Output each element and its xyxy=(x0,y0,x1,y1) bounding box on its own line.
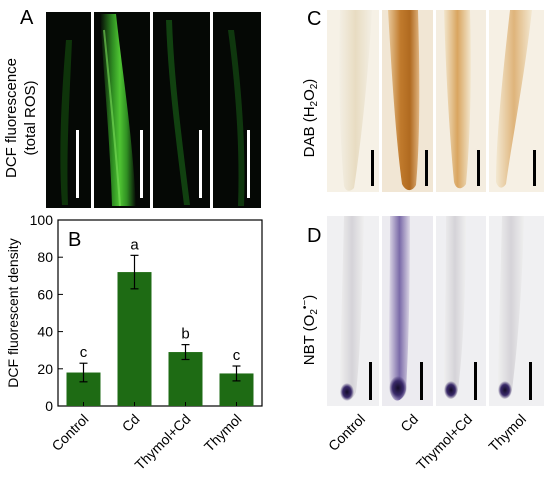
y-tick-label: 80 xyxy=(37,249,53,265)
panel-d-x-label: Control xyxy=(325,411,368,454)
fluor-image-thymol xyxy=(213,12,261,208)
bars xyxy=(66,272,254,406)
nbt-image-cd xyxy=(382,216,433,406)
error-bars xyxy=(79,254,241,383)
fluor-image-cd xyxy=(94,12,150,208)
x-tick-label: Thymol+Cd xyxy=(131,411,193,473)
fluor-image-thymol-cd xyxy=(153,12,210,208)
panel-a: A DCF fluorescence (total ROS) xyxy=(3,7,261,208)
nbt-image-thymol xyxy=(489,216,544,406)
scale-bar xyxy=(199,130,202,198)
nbt-image-control xyxy=(327,216,379,406)
error-bar xyxy=(130,254,139,290)
scale-bar xyxy=(474,362,477,400)
panel-d-x-label: Thymol xyxy=(485,411,529,455)
y-tick-label: 40 xyxy=(37,324,53,340)
scale-bar xyxy=(140,130,143,198)
scale-bar xyxy=(477,150,480,186)
y-tick-label: 20 xyxy=(37,361,53,377)
dab-image-cd xyxy=(382,10,433,192)
scale-bar xyxy=(76,130,79,198)
plot-frame xyxy=(57,219,263,407)
scale-bar xyxy=(533,150,536,186)
bar-cd xyxy=(117,272,152,406)
y-tick-label: 0 xyxy=(45,398,53,414)
y-tick-label: 100 xyxy=(30,212,54,228)
panel-d-x-label: Thymol+Cd xyxy=(413,411,475,473)
error-bar xyxy=(79,362,88,383)
scale-bar xyxy=(529,362,532,400)
x-tick-label: Control xyxy=(48,411,91,454)
scale-bar xyxy=(369,362,372,400)
panel-d-letter: D xyxy=(307,225,321,247)
panel-b-letter: B xyxy=(68,229,81,251)
dab-image-thymol xyxy=(489,10,544,192)
significance-letter: c xyxy=(233,347,241,364)
panel-c-letter: C xyxy=(307,8,321,30)
scale-bar xyxy=(247,130,250,198)
dab-image-thymol-cd xyxy=(436,10,486,192)
error-bar xyxy=(181,344,190,361)
panel-a-ylabel-line2: (total ROS) xyxy=(22,80,39,155)
panel-c: C DAB (H2O2) xyxy=(301,8,544,192)
y-axis-ticks: 0 20 40 60 80 100 xyxy=(30,212,63,414)
y-tick-label: 60 xyxy=(37,286,53,302)
x-tick-label: Thymol xyxy=(201,411,245,455)
panel-b: B DCF fluorescent density 0 20 40 60 80 100 c… xyxy=(5,212,263,473)
scale-bar xyxy=(420,362,423,400)
fluor-image-control xyxy=(46,12,91,208)
scale-bar xyxy=(425,150,428,186)
bar-thymol-cd xyxy=(168,352,203,406)
error-bar xyxy=(232,365,241,382)
panel-d-x-label: Cd xyxy=(397,411,421,435)
panel-d-stain-label: NBT (O2•−) xyxy=(300,295,320,365)
panel-c-stain-label: DAB (H2O2) xyxy=(301,79,320,158)
significance-letter: a xyxy=(130,236,139,253)
panel-a-ylabel-line1: DCF fluorescence xyxy=(3,58,20,178)
nbt-image-thymol-cd xyxy=(436,216,486,406)
x-tick-label: Cd xyxy=(119,411,143,435)
scale-bar xyxy=(371,150,374,186)
panel-a-letter: A xyxy=(20,7,34,29)
y-axis-label: DCF fluorescent density xyxy=(5,238,21,387)
significance-letters: c a b c xyxy=(80,236,241,364)
dab-image-control xyxy=(327,10,379,192)
significance-letter: c xyxy=(80,344,88,361)
significance-letter: b xyxy=(181,326,189,343)
